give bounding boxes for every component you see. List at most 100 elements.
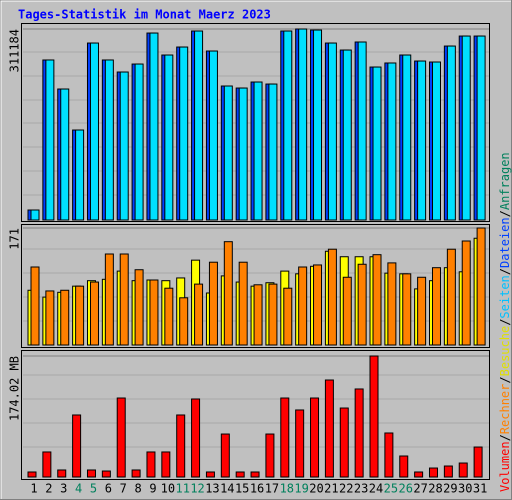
bar	[75, 129, 85, 221]
bar	[458, 462, 468, 478]
bar	[176, 414, 186, 478]
x-tick-label: 8	[134, 482, 141, 496]
bar	[179, 297, 189, 346]
x-tick-label: 18	[280, 482, 294, 496]
bar	[372, 66, 382, 221]
bar	[30, 266, 40, 346]
x-tick-label: 12	[190, 482, 204, 496]
bar	[342, 49, 352, 221]
bar	[476, 227, 486, 346]
x-tick-label: 1	[30, 482, 37, 496]
bar	[461, 240, 471, 346]
bar	[339, 407, 349, 478]
bar	[431, 61, 441, 221]
bar	[60, 289, 70, 346]
bar	[42, 451, 52, 478]
bar	[387, 62, 397, 221]
bar	[191, 398, 201, 478]
bar	[134, 63, 144, 221]
bar	[194, 283, 204, 346]
bar	[75, 285, 85, 346]
legend: Volumen/Rechner/Besuche/Seiten/Dateien/A…	[498, 152, 512, 492]
bar	[238, 87, 248, 221]
legend-item: Volumen	[498, 441, 512, 492]
bar	[238, 261, 248, 346]
x-tick-label: 26	[399, 482, 413, 496]
bar	[72, 414, 82, 478]
bar	[149, 32, 159, 221]
x-tick-label: 7	[120, 482, 127, 496]
bar	[446, 248, 456, 346]
y-tick-label: 174.02 MB	[8, 356, 22, 421]
bar	[45, 290, 55, 346]
bar	[327, 248, 337, 346]
legend-item: Rechner	[498, 384, 512, 435]
y-tick-label: 311184	[8, 29, 22, 72]
x-tick-label: 11	[175, 482, 189, 496]
bar	[131, 469, 141, 478]
bar	[235, 471, 245, 478]
bar	[179, 46, 189, 221]
x-tick-label: 24	[369, 482, 383, 496]
bar	[30, 209, 40, 221]
bar	[146, 451, 156, 478]
bar	[428, 467, 438, 478]
bar	[104, 253, 114, 346]
x-tick-label: 10	[161, 482, 175, 496]
x-tick-label: 16	[250, 482, 264, 496]
bar	[324, 379, 334, 478]
bar	[134, 269, 144, 346]
bar	[86, 469, 96, 478]
bar	[104, 59, 114, 221]
bar	[45, 59, 55, 221]
x-tick-label: 29	[443, 482, 457, 496]
legend-separator: /	[498, 268, 512, 275]
bar	[298, 266, 308, 346]
bar	[283, 287, 293, 346]
bar	[357, 41, 367, 221]
legend-separator: /	[498, 210, 512, 217]
bar	[354, 388, 364, 478]
bar	[387, 262, 397, 346]
x-tick-label: 25	[384, 482, 398, 496]
x-tick-label: 14	[220, 482, 234, 496]
bar	[417, 276, 427, 346]
x-tick-label: 6	[105, 482, 112, 496]
legend-item: Dateien	[498, 217, 512, 268]
bar	[342, 276, 352, 346]
bar	[268, 283, 278, 346]
bar	[101, 470, 111, 478]
bar	[208, 261, 218, 346]
x-tick-label: 31	[473, 482, 487, 496]
x-tick-label: 2	[45, 482, 52, 496]
x-tick-label: 22	[339, 482, 353, 496]
bar	[205, 471, 215, 478]
chart-title: Tages-Statistik im Monat Maerz 2023	[18, 8, 271, 22]
bar	[280, 397, 290, 478]
bar	[473, 446, 483, 478]
bar	[250, 471, 260, 478]
x-tick-label: 13	[205, 482, 219, 496]
x-tick-label: 17	[265, 482, 279, 496]
bar	[223, 85, 233, 221]
bar	[443, 465, 453, 478]
bar	[161, 451, 171, 478]
x-tick-label: 9	[149, 482, 156, 496]
x-tick-label: 30	[458, 482, 472, 496]
legend-separator: /	[498, 434, 512, 441]
bar	[431, 267, 441, 346]
bar	[223, 241, 233, 346]
bar	[208, 50, 218, 221]
bar	[357, 263, 367, 346]
bar	[164, 287, 174, 346]
bar	[60, 88, 70, 221]
bar	[298, 28, 308, 221]
x-tick-label: 19	[294, 482, 308, 496]
legend-separator: /	[498, 319, 512, 326]
bar	[89, 281, 99, 346]
bar	[265, 433, 275, 478]
legend-item: Anfragen	[498, 152, 512, 210]
bar	[414, 471, 424, 478]
